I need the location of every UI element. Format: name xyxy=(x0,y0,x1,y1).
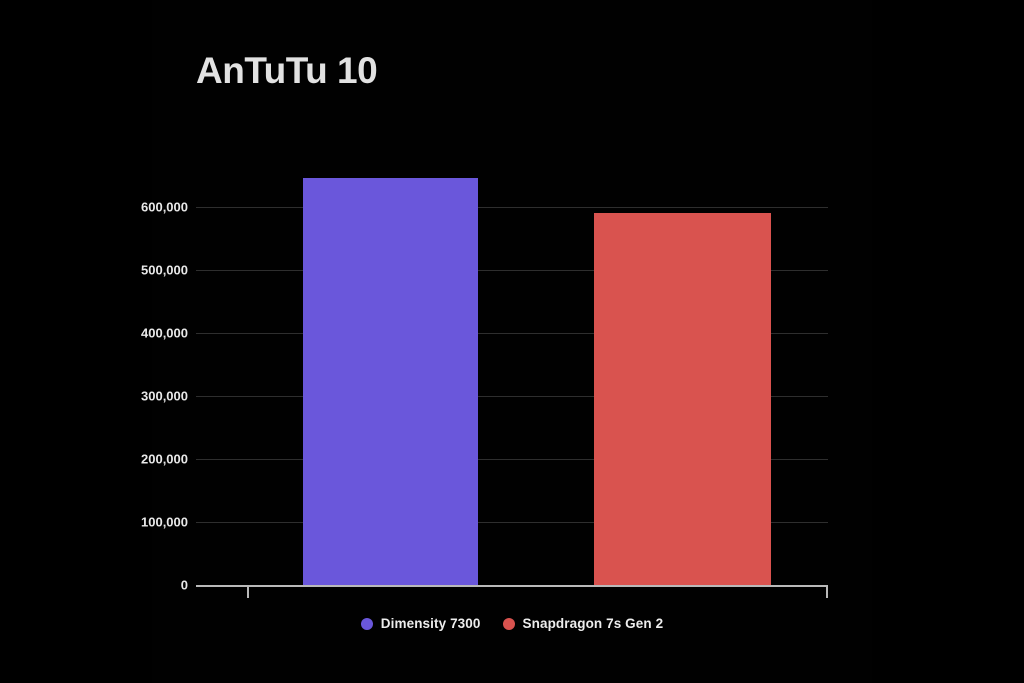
legend-label: Dimensity 7300 xyxy=(380,616,481,631)
chart-legend: Dimensity 7300 Snapdragon 7s Gen 2 xyxy=(152,616,872,631)
x-axis-tick-start xyxy=(247,585,249,598)
gridline xyxy=(196,522,828,523)
y-axis-tick-label: 500,000 xyxy=(141,262,188,278)
gridline xyxy=(196,333,828,334)
gridline xyxy=(196,207,828,208)
chart-title: AnTuTu 10 xyxy=(196,50,378,91)
y-axis-tick-label: 300,000 xyxy=(141,388,188,404)
legend-item-2[interactable]: Snapdragon 7s Gen 2 xyxy=(502,616,664,631)
legend-item-1[interactable]: Dimensity 7300 xyxy=(360,616,481,631)
legend-swatch-icon xyxy=(502,617,515,630)
y-axis-tick-label: 200,000 xyxy=(141,451,188,467)
plot-area: 0 100,000 200,000 300,000 400,000 500,000 600,… xyxy=(141,0,828,683)
y-axis-tick-label: 600,000 xyxy=(141,199,188,215)
legend-swatch-icon xyxy=(360,617,373,630)
gridline xyxy=(196,270,828,271)
gridline xyxy=(196,396,828,397)
bar-1[interactable] xyxy=(303,178,478,585)
x-axis-tick-end xyxy=(826,585,828,598)
x-axis-line xyxy=(196,585,828,587)
gridline xyxy=(196,459,828,460)
letterbox-left xyxy=(0,0,152,683)
y-axis-tick-label: 400,000 xyxy=(141,325,188,341)
letterbox-right xyxy=(872,0,1024,683)
y-axis-tick-label: 100,000 xyxy=(141,514,188,530)
y-axis-tick-label: 0 xyxy=(180,577,188,593)
chart-canvas: AnTuTu 10 0 100,000 200,000 300,000 400,000 5… xyxy=(141,0,872,683)
legend-label: Snapdragon 7s Gen 2 xyxy=(522,616,664,631)
bar-2[interactable] xyxy=(594,213,771,585)
